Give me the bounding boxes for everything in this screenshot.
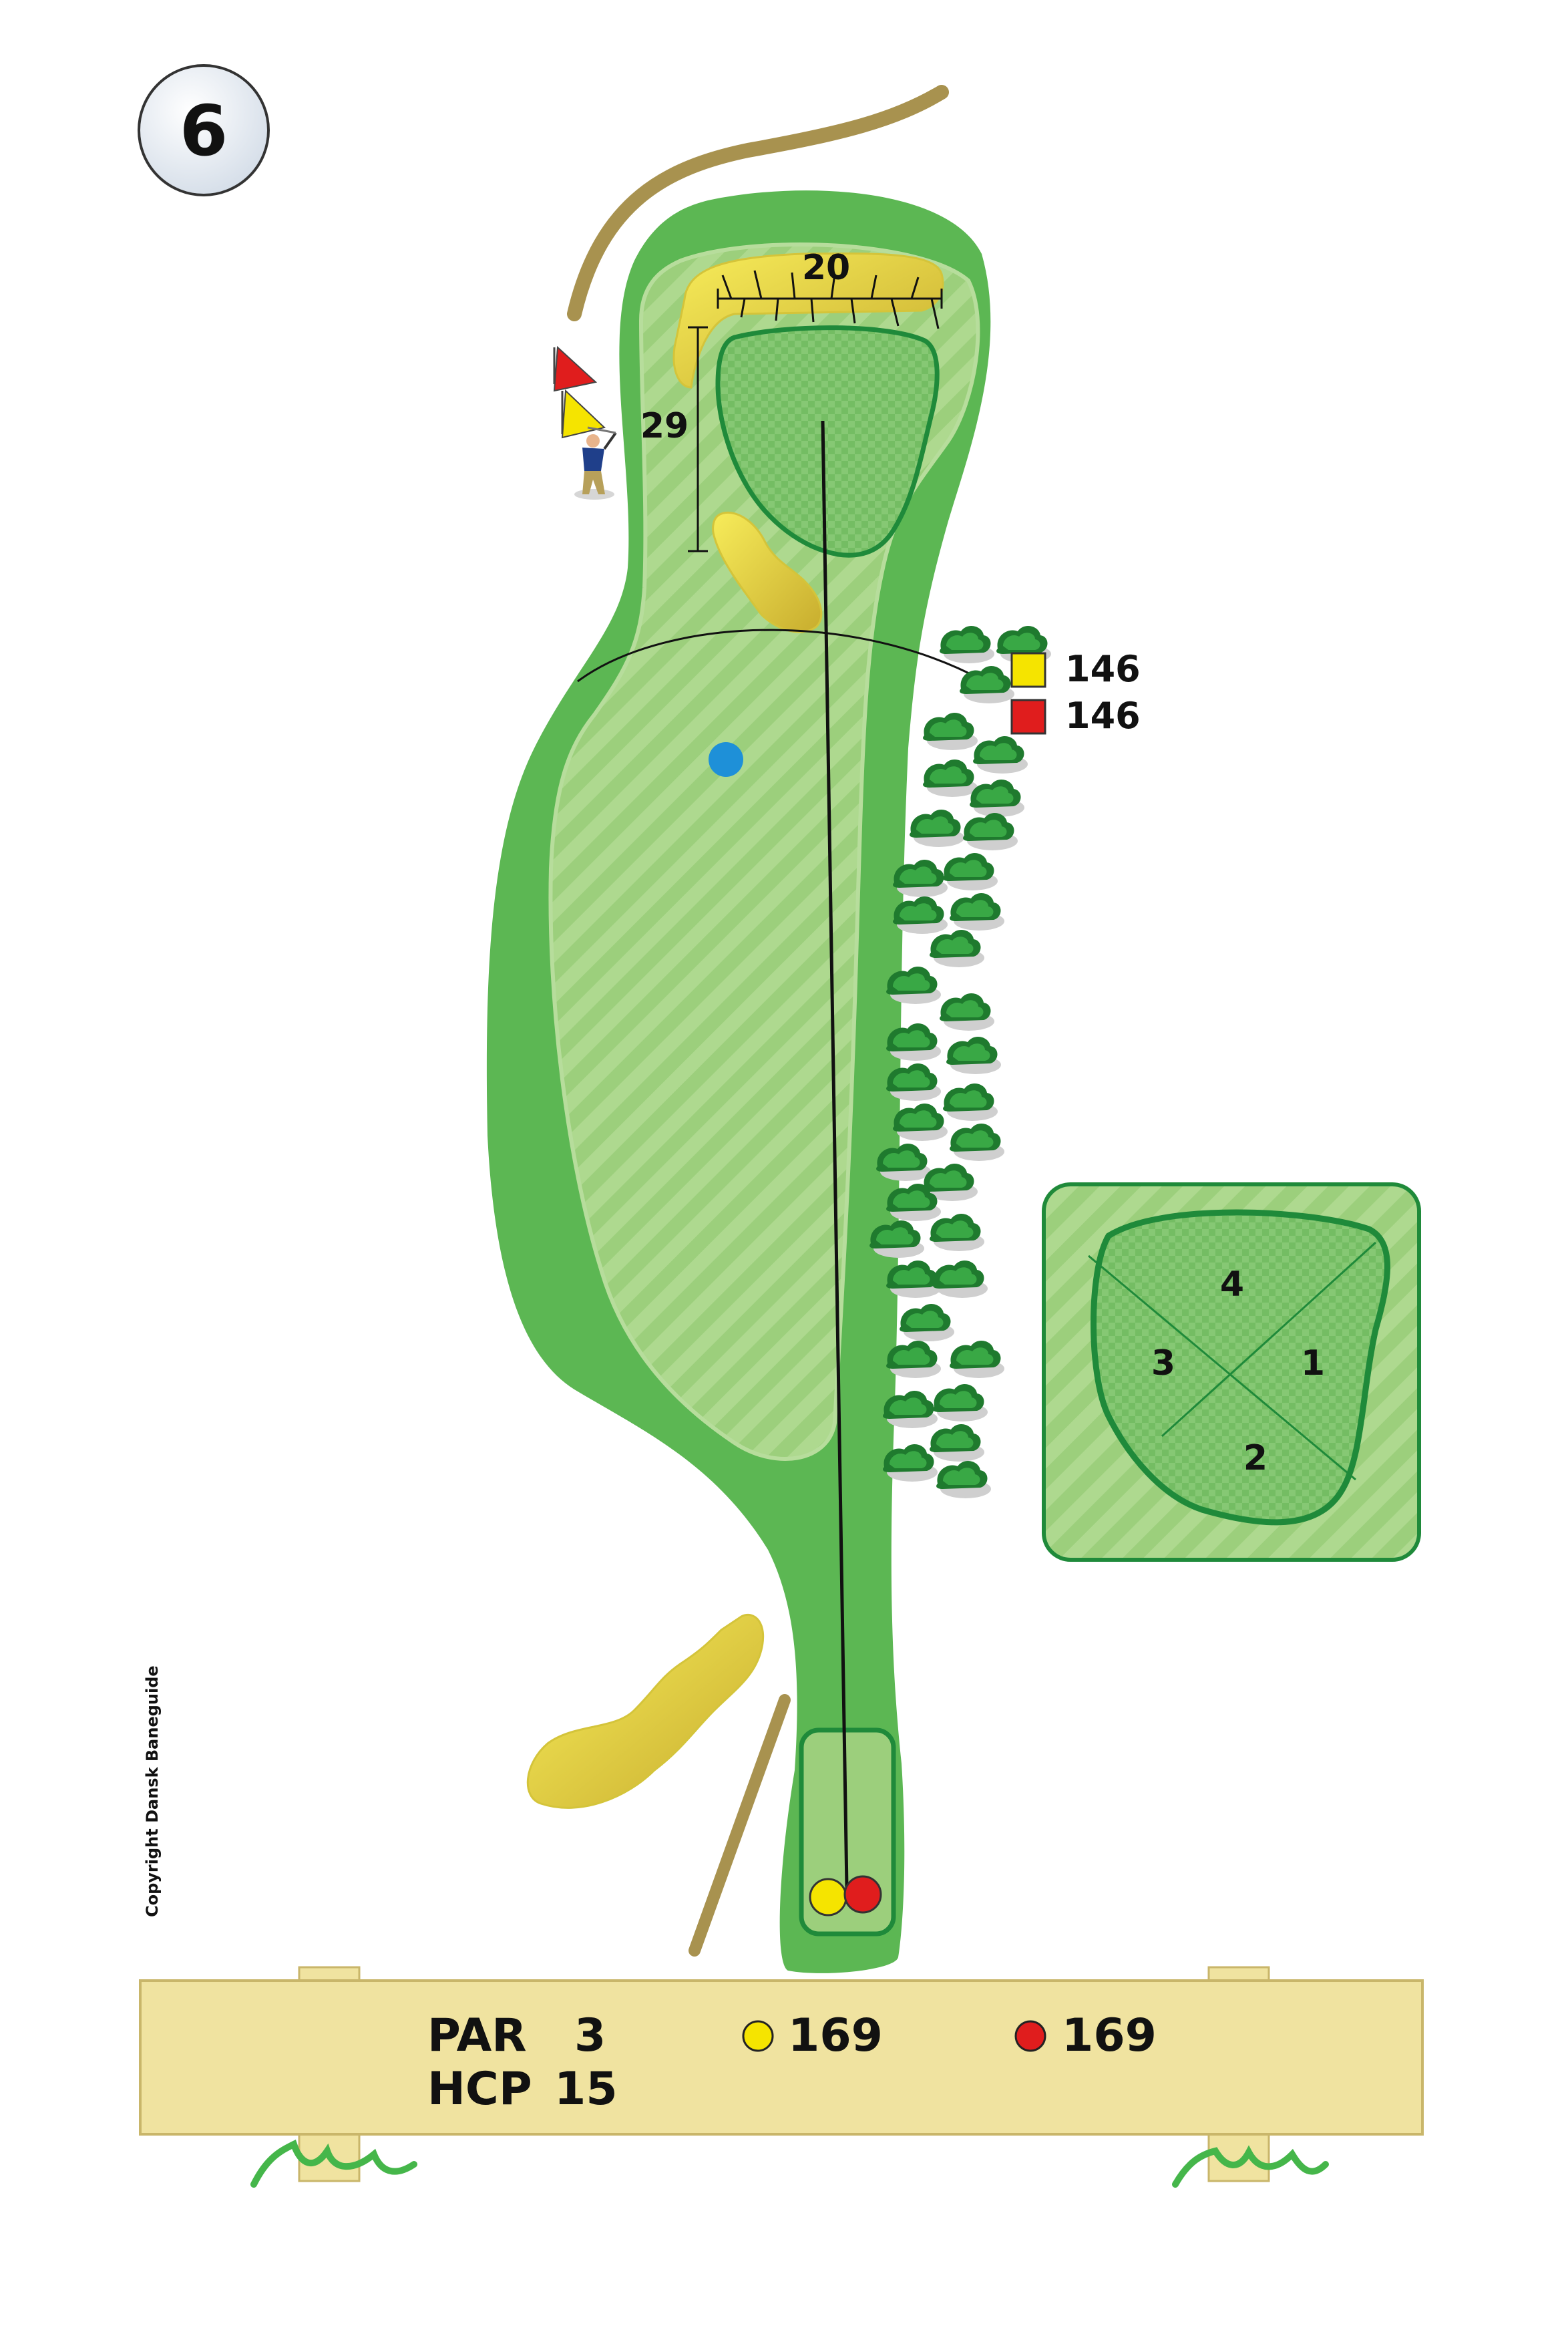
water-marker-icon: [709, 742, 743, 777]
pin-position-1: 1: [1301, 1343, 1325, 1383]
cart-path-tee: [689, 1694, 791, 1957]
hole-number-badge: 6: [138, 64, 270, 196]
green: [715, 325, 940, 558]
hole-number: 6: [180, 90, 228, 172]
pin-position-4: 4: [1220, 1265, 1244, 1305]
tree-icon: [930, 930, 984, 967]
pin-position-2: 2: [1243, 1438, 1267, 1478]
tree-icon: [973, 736, 1028, 774]
tree-icon: [923, 760, 978, 797]
red-tee-length: 169: [1062, 2009, 1157, 2062]
red-tee-flag-icon: [553, 345, 598, 392]
marker-red-distance: 146: [1065, 695, 1141, 737]
tree-icon: [970, 780, 1024, 817]
tree-icon: [933, 1261, 988, 1298]
hcp-value: 15: [554, 2063, 618, 2116]
tree-icon: [923, 713, 978, 750]
tree-icon: [960, 666, 1014, 703]
yellow-tee-length: 169: [788, 2009, 883, 2062]
green-depth-dimension: 29: [640, 326, 708, 552]
info-sign: PAR 3 HCP 15 169 169: [139, 1966, 1424, 2188]
par-label: PAR: [427, 2009, 527, 2062]
tree-icon: [936, 1461, 991, 1498]
yellow-tee-flag-icon: [561, 389, 606, 439]
bunker-fairway-left: [526, 1614, 765, 1809]
red-tee-marker: [843, 1875, 882, 1914]
par-value: 3: [574, 2009, 606, 2062]
tree-icon: [910, 810, 964, 847]
tree-icon: [950, 1341, 1004, 1378]
tree-icon: [946, 1037, 1001, 1074]
tree-icon: [943, 1083, 998, 1121]
tree-icon: [893, 1104, 948, 1141]
green-width-dimension: 20: [717, 248, 943, 329]
cart-path-top: [567, 85, 949, 321]
tree-icon: [930, 1424, 984, 1462]
tree-icon: [900, 1304, 954, 1341]
tree-icon: [950, 1124, 1004, 1161]
tree-icon: [930, 1214, 984, 1251]
play-line: [821, 420, 849, 1888]
tree-icon: [950, 893, 1004, 931]
green-inset: 4 1 2 3: [1042, 1182, 1421, 1562]
tree-icon: [940, 993, 994, 1031]
pin-position-3: 3: [1151, 1343, 1175, 1383]
copyright-text: Copyright Dansk Baneguide: [143, 1665, 162, 1917]
green-depth-label: 29: [640, 406, 689, 446]
red-tee-icon: [1014, 2020, 1046, 2052]
marker-yellow-distance: 146: [1065, 648, 1141, 690]
yellow-tee-marker: [809, 1878, 847, 1916]
hcp-label: HCP: [427, 2063, 532, 2116]
green-width-label: 20: [802, 248, 850, 288]
tree-icon: [933, 1384, 988, 1421]
yellow-tee-icon: [742, 2020, 774, 2052]
bunker-greenside-back: [672, 252, 944, 389]
marker-red: 146: [1010, 695, 1141, 737]
golfer-icon: [574, 426, 617, 500]
marker-yellow: 146: [1010, 648, 1141, 690]
marker-distance-arc: [577, 629, 1002, 693]
bunker-greenside-left: [712, 511, 823, 633]
tree-icon: [940, 626, 994, 663]
tree-icon: [943, 853, 998, 890]
tree-icon: [963, 813, 1018, 850]
